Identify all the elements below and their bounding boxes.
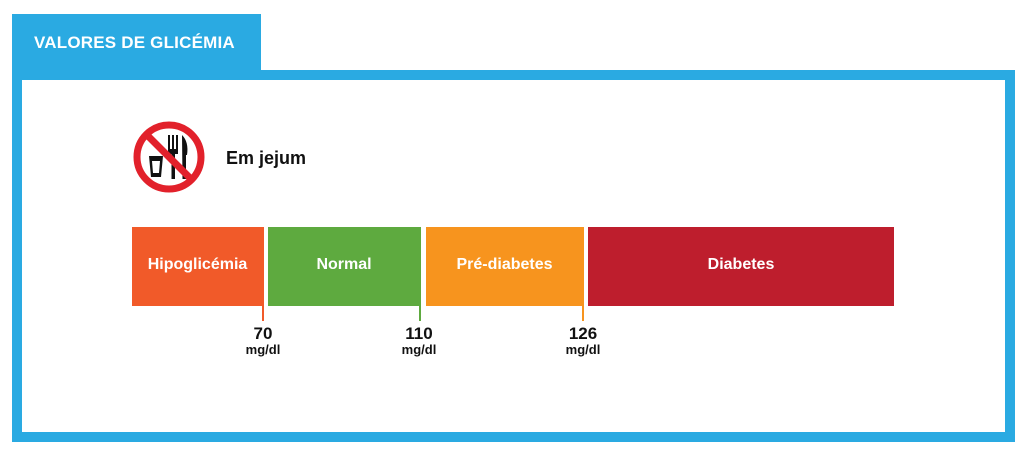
- segment-label: Diabetes: [707, 255, 775, 273]
- segment-prediabetes: Pré-diabetes: [426, 227, 583, 306]
- page-title: VALORES DE GLICÉMIA: [34, 33, 235, 52]
- segment-label: Pré-diabetes: [456, 255, 553, 273]
- segment-label: Normal: [316, 255, 372, 273]
- threshold-110: 110 mg/dl: [389, 325, 449, 357]
- threshold-value: 126: [568, 324, 598, 343]
- threshold-70: 70 mg/dl: [233, 325, 293, 357]
- threshold-tick-70: [262, 227, 264, 321]
- threshold-value: 70: [253, 324, 273, 343]
- threshold-unit: mg/dl: [565, 342, 601, 357]
- threshold-value: 110: [405, 324, 433, 343]
- fasting-label: Em jejum: [226, 148, 307, 168]
- segment-hipoglicemia: Hipoglicémia: [132, 227, 263, 306]
- threshold-tick-110: [419, 227, 421, 321]
- no-eating-drinking-icon: [133, 121, 205, 193]
- threshold-unit: mg/dl: [401, 342, 437, 357]
- threshold-tick-126: [582, 227, 584, 321]
- threshold-unit: mg/dl: [245, 342, 281, 357]
- segment-normal: Normal: [268, 227, 420, 306]
- segment-label: Hipoglicémia: [147, 255, 248, 273]
- threshold-126: 126 mg/dl: [553, 325, 613, 357]
- segment-diabetes: Diabetes: [588, 227, 894, 306]
- header-title-tab: VALORES DE GLICÉMIA: [12, 14, 261, 72]
